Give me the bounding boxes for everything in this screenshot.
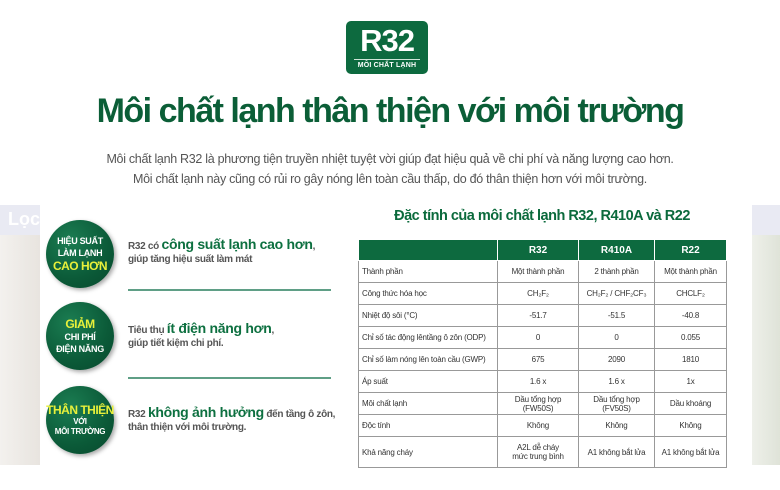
background-photo (752, 235, 780, 465)
table-cell: 0 (497, 326, 579, 349)
table-cell: 2090 (578, 348, 655, 371)
table-title: Đặc tính của môi chất lạnh R32, R410A và… (394, 208, 690, 224)
row-label: Chỉ số làm nóng lên toàn cầu (GWP) (358, 348, 498, 371)
feature-badge-environment: THÂN THIỆN VỚI MÔI TRƯỜNG (46, 386, 114, 454)
row-label: Thành phần (358, 260, 498, 283)
table-cell: Không (497, 414, 579, 437)
table-cell: 2 thành phần (578, 260, 655, 283)
row-label: Độc tính (358, 414, 498, 437)
feature-badge-efficiency: HIỆU SUẤT LÀM LẠNH CAO HƠN (46, 220, 114, 288)
column-header: R410A (578, 240, 655, 261)
logo-main: R32 (360, 23, 415, 58)
table-cell: Một thành phần (497, 260, 579, 283)
table-cell: Không (654, 414, 727, 437)
background-text: Lọc (8, 209, 41, 229)
row-label: Nhiệt độ sôi (°C) (358, 304, 498, 327)
feature-text-efficiency: R32 có công suất lạnh cao hơn, giúp tăng… (128, 236, 316, 265)
table-cell: Dầu khoáng (654, 392, 727, 415)
feature-text-energy: Tiêu thụ ít điện năng hơn, giúp tiết kiệ… (128, 320, 274, 349)
subtitle-line-1: Môi chất lạnh R32 là phương tiện truyền … (106, 152, 674, 166)
row-label: Môi chất lạnh (358, 392, 498, 415)
r32-logo: R32 MÔI CHẤT LẠNH (346, 21, 428, 74)
table-cell: 0.055 (654, 326, 727, 349)
table-cell: Dầu tổng hợp (FV50S) (578, 392, 655, 415)
row-label: Chỉ số tác động lêntầng ô zôn (ODP) (358, 326, 498, 349)
table-cell: Không (578, 414, 655, 437)
table-row: Áp suất 1.6 x 1.6 x 1x (358, 370, 727, 393)
table-row: Chỉ số làm nóng lên toàn cầu (GWP) 675 209… (358, 348, 727, 371)
divider (128, 289, 331, 291)
logo-caption: MÔI CHẤT LẠNH (357, 62, 417, 69)
table-cell: CHCLF₂ (654, 282, 727, 305)
table-cell: A2L dễ cháy mức trung bình (497, 436, 579, 468)
table-cell: 675 (497, 348, 579, 371)
table-cell: A1 không bắt lửa (654, 436, 727, 468)
column-header: R22 (654, 240, 727, 261)
table-row: Chỉ số tác động lêntầng ô zôn (ODP) 0 0 0.0… (358, 326, 727, 349)
table-cell: 1.6 x (497, 370, 579, 393)
table-header-row: R32 R410A R22 (358, 240, 727, 261)
table-cell: -51.5 (578, 304, 655, 327)
subtitle-line-2: Môi chất lạnh này cũng có rủi ro gây nón… (133, 172, 647, 186)
table-cell: 1x (654, 370, 727, 393)
background-photo (0, 235, 40, 465)
table-row: Độc tính Không Không Không (358, 414, 727, 437)
logo-divider (354, 59, 420, 60)
table-cell: CH₂F₂ / CHF₂CF₃ (578, 282, 655, 305)
divider (128, 377, 331, 379)
table-row: Công thức hóa học CH₂F₂ CH₂F₂ / CHF₂CF₃ CHC… (358, 282, 727, 305)
refrigerant-comparison-table: R32 R410A R22 Thành phần Một thành phần 2 th… (358, 240, 727, 468)
page-title: Môi chất lạnh thân thiện với môi trường (96, 92, 685, 130)
table-cell: 1.6 x (578, 370, 655, 393)
column-header: R32 (497, 240, 579, 261)
table-row: Nhiệt độ sôi (°C) -51.7 -51.5 -40.8 (358, 304, 727, 327)
column-header (358, 240, 498, 261)
row-label: Công thức hóa học (358, 282, 498, 305)
table-cell: -40.8 (654, 304, 727, 327)
row-label: Áp suất (358, 370, 498, 393)
table-cell: Dầu tổng hợp (FW50S) (497, 392, 579, 415)
table-cell: Một thành phần (654, 260, 727, 283)
table-row: Khả năng cháy A2L dễ cháy mức trung bình A… (358, 436, 727, 468)
feature-badge-energy: GIẢM CHI PHÍ ĐIỆN NĂNG (46, 302, 114, 370)
table-row: Thành phần Một thành phần 2 thành phần Một … (358, 260, 727, 283)
table-row: Môi chất lạnh Dầu tổng hợp (FW50S) Dầu tổn… (358, 392, 727, 415)
row-label: Khả năng cháy (358, 436, 498, 468)
table-cell: -51.7 (497, 304, 579, 327)
table-cell: CH₂F₂ (497, 282, 579, 305)
table-cell: 0 (578, 326, 655, 349)
table-cell: A1 không bắt lửa (578, 436, 655, 468)
table-cell: 1810 (654, 348, 727, 371)
feature-text-environment: R32 không ảnh hưởng đến tầng ô zôn, thân… (128, 404, 336, 433)
